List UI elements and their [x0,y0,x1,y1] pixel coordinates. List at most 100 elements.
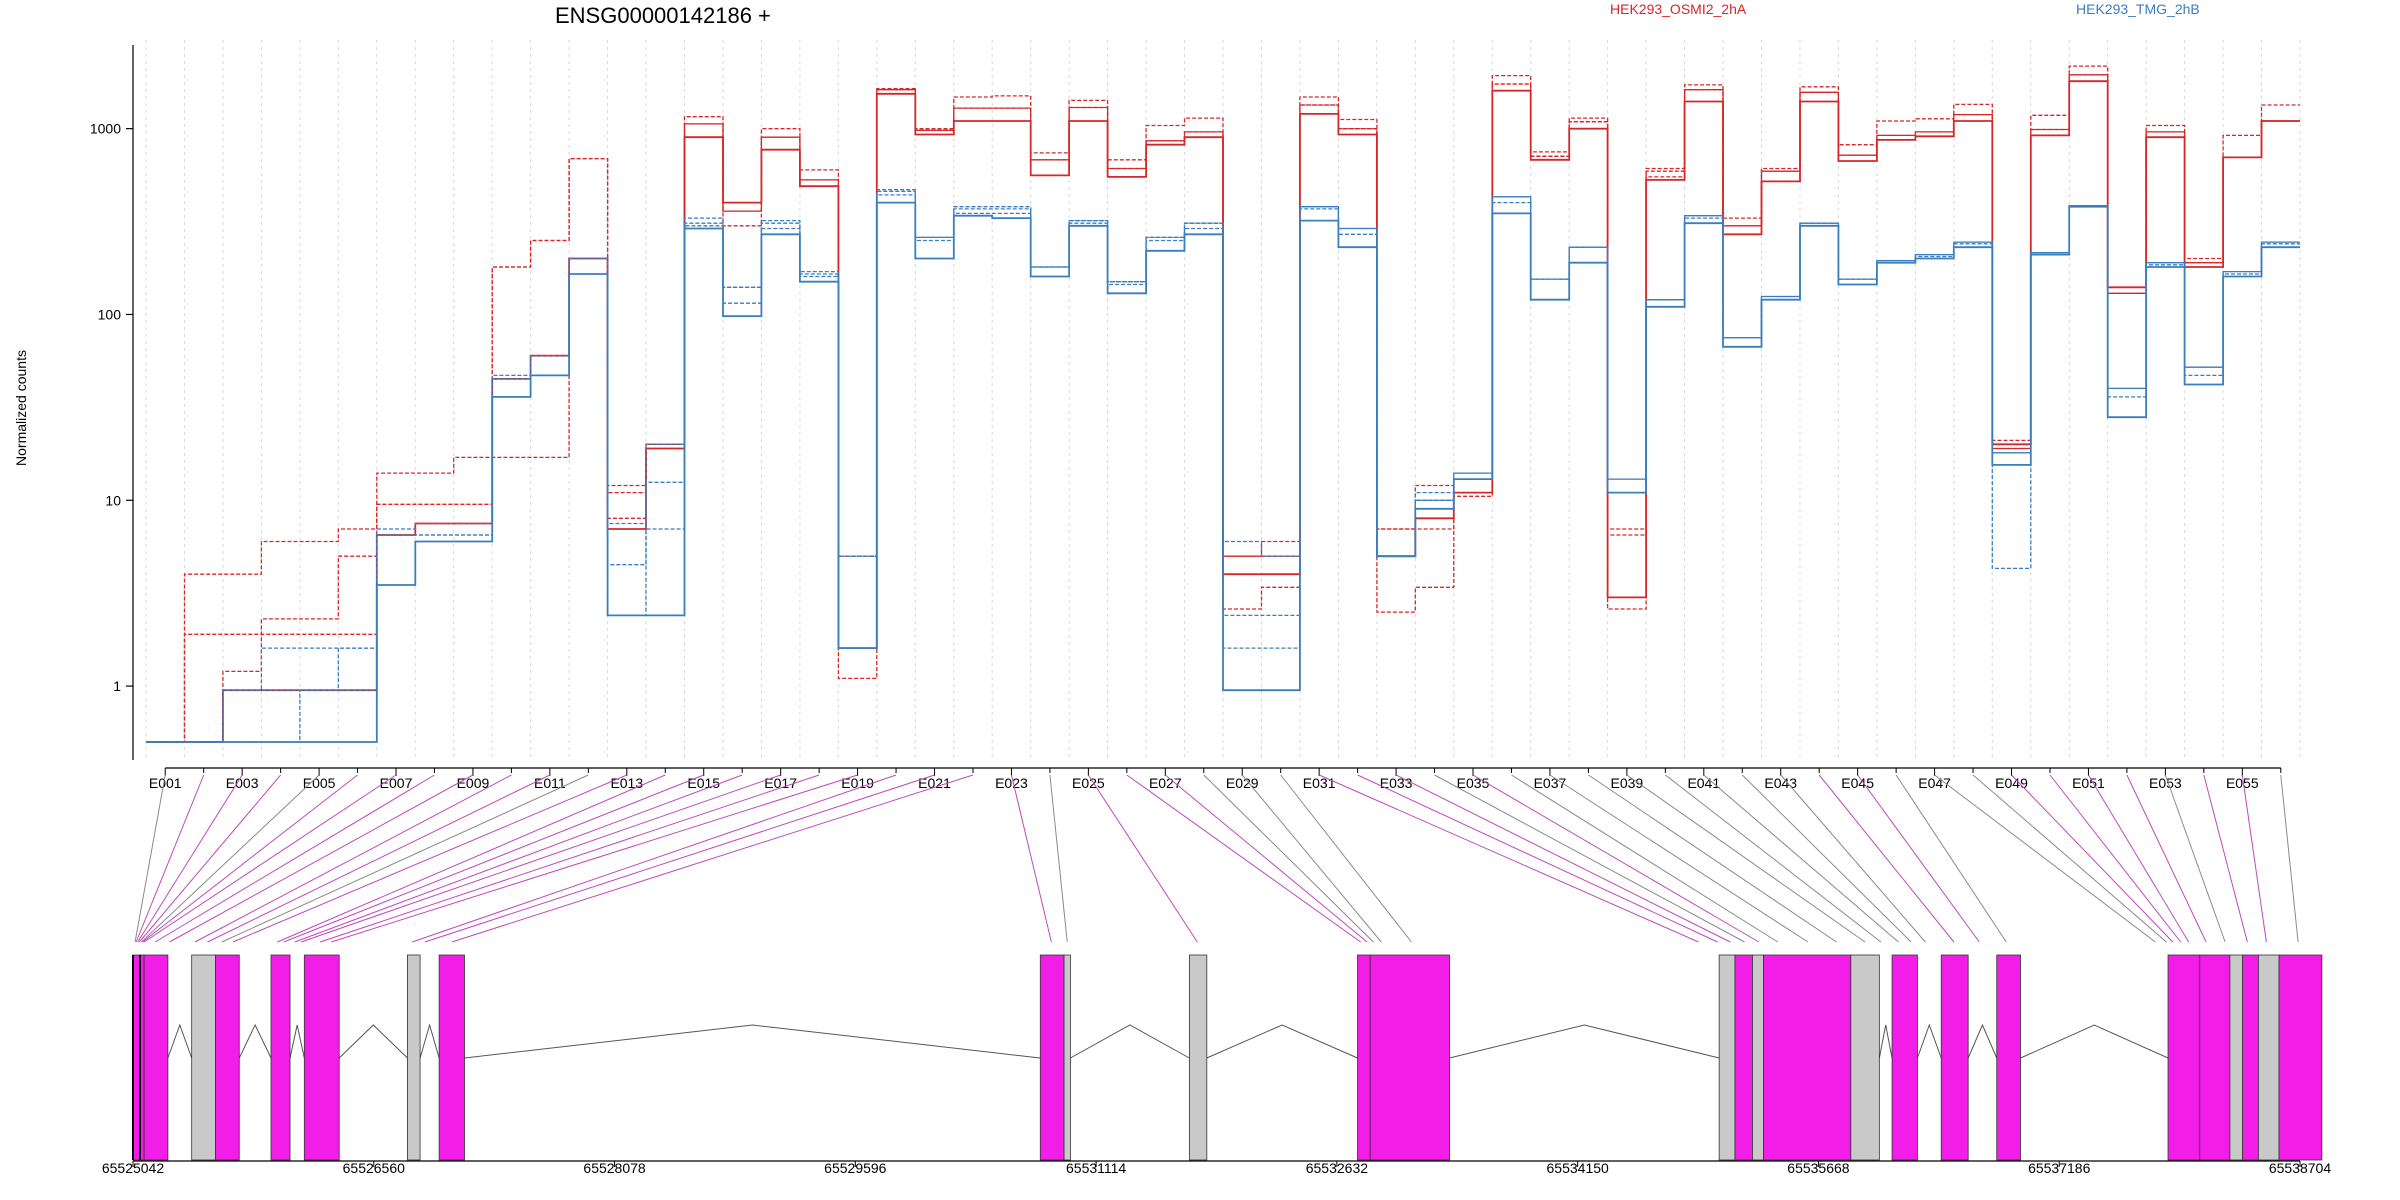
intron-line [1070,1024,1190,1059]
exon-connector [154,774,435,943]
x-tick-label: E041 [1687,775,1720,791]
exon-connector [277,774,666,943]
x-tick-label: E005 [303,775,336,791]
legend-entry-tmg: HEK293_TMG_2hB [2076,1,2200,17]
exon-connector [331,774,858,943]
x-tick-label: E055 [2226,775,2259,791]
x-tick-label: E033 [1380,775,1413,791]
exon-connector [1934,774,2156,943]
exon-connector [300,774,781,943]
exon-block [1357,954,1371,1161]
gene-model-track [132,954,2323,1161]
x-tick-label: E017 [764,775,797,791]
x-tick-label: E039 [1611,775,1644,791]
genomic-tick-label: 65531114 [1066,1160,1126,1176]
exon-connector [142,774,358,943]
exon-connector [2088,774,2190,943]
exon-connector [169,774,474,943]
genomic-tick-label: 65534150 [1547,1160,1610,1176]
exon-connector [451,774,974,943]
exon-connector [137,774,243,943]
exon-connector [1395,774,1731,943]
exon-block [191,954,216,1161]
exon-connector [1203,774,1374,943]
exon-connector [1511,774,1779,943]
exon-connector [2011,774,2174,943]
exon-block [1763,954,1852,1161]
exon-connector [207,774,551,943]
exon-connector [424,774,935,943]
exon-connector [1972,774,2167,943]
exon-connector [232,774,627,943]
genomic-tick-label: 65538704 [2269,1160,2332,1176]
intron-line [1967,1023,1998,1059]
x-tick-label: E021 [918,775,951,791]
intron-line [238,1023,272,1059]
exon-connector [194,774,512,943]
x-tick-label: E031 [1303,775,1336,791]
exon-connector [138,774,282,943]
exon-block [2258,954,2280,1161]
x-tick-label: E001 [149,775,182,791]
exon-block [1996,954,2021,1161]
exon-connector [320,774,820,943]
exon-block [143,954,169,1161]
exon-connector [1434,774,1745,943]
exon-connector [283,774,704,943]
exon-block [2278,954,2323,1161]
exon-connector [2280,774,2299,943]
exon-connector [1357,774,1718,943]
intron-line [1878,1024,1893,1059]
x-tick-label: E023 [995,775,1028,791]
plot-series [146,65,2300,743]
intron-line [167,1023,193,1059]
exon-block [132,954,145,1161]
x-tick-label: E011 [534,775,566,791]
exon-connector [1087,774,1198,943]
exon-block [1891,954,1918,1161]
legend-entry-osmi2: HEK293_OSMI2_2hA [1610,1,1747,17]
exon-connector [1549,774,1809,943]
exon-connector [1818,774,1955,943]
exon-block [407,954,421,1161]
exon-block [1063,954,1071,1161]
exon-connector [2049,774,2182,943]
intron-line [338,1024,408,1059]
exon-connector [1588,774,1837,943]
exon-block [303,954,340,1161]
exon-connector [1318,774,1699,943]
exon-connector [1665,774,1882,943]
exon-connector [135,774,205,943]
exon-connector [134,774,166,943]
exon-connector [1857,774,1980,943]
exon-connector [141,774,320,943]
exon-block [438,954,465,1161]
exon-connector [2203,774,2248,943]
x-tick-label: E043 [1764,775,1797,791]
exon-connector [1703,774,1899,943]
x-tick-label: E045 [1841,775,1874,791]
genomic-tick-label: 65535668 [1787,1160,1850,1176]
x-tick-label: E027 [1149,775,1182,791]
exon-block [1734,954,1753,1161]
intron-line [419,1023,440,1059]
intron-line [2020,1024,2169,1059]
y-tick-label: 10 [105,492,121,508]
chart-title: ENSG00000142186 + [555,3,771,28]
x-tick-label: E025 [1072,775,1105,791]
exon-connector [1895,774,2007,943]
intron-line [1206,1024,1358,1059]
exon-connector [1472,774,1760,943]
exon-connector [1241,774,1382,943]
exon-block [1850,954,1880,1161]
genomic-tick-label: 65537186 [2028,1160,2091,1176]
exon-block [1039,954,1065,1161]
x-tick-label: E051 [2072,775,2105,791]
exon-connector [2126,774,2207,943]
exon-block [1940,954,1969,1161]
x-tick-label: E015 [687,775,720,791]
genomic-tick-label: 65526560 [343,1160,406,1176]
exon-connector [294,774,743,943]
